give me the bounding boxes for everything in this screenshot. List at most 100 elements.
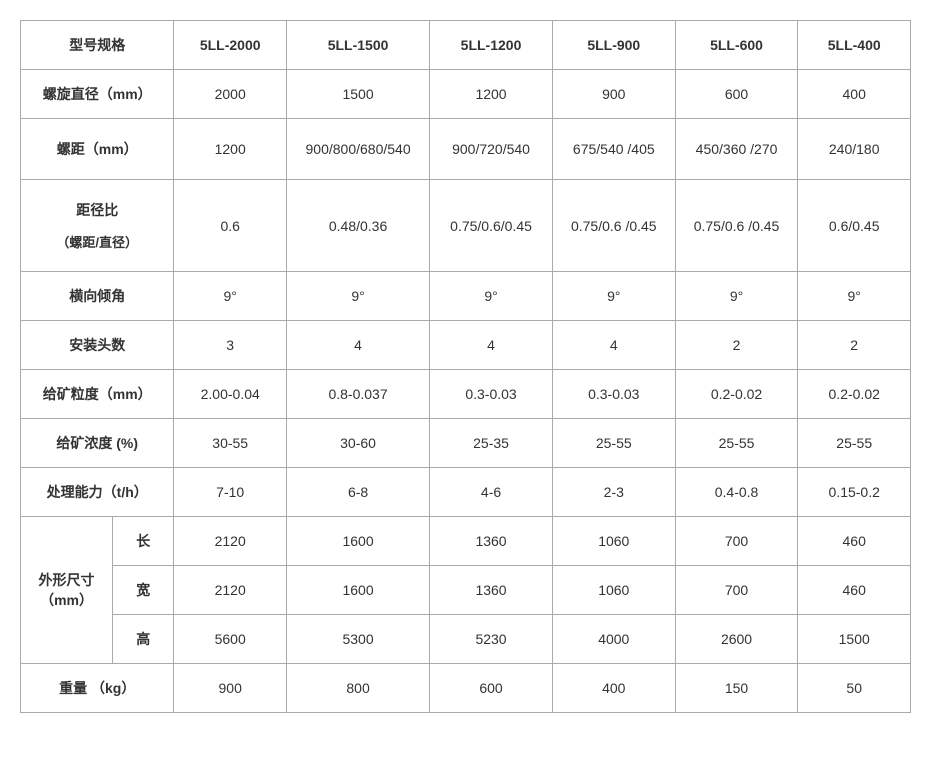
cell: 0.6/0.45 (798, 180, 911, 272)
row-label-sub: （螺距/直径） (25, 232, 169, 251)
cell: 25-35 (430, 419, 553, 468)
cell: 9° (675, 272, 798, 321)
cell: 2000 (174, 70, 287, 119)
cell: 460 (798, 566, 911, 615)
cell: 0.75/0.6 /0.45 (675, 180, 798, 272)
cell: 30-60 (286, 419, 429, 468)
cell: 700 (675, 517, 798, 566)
dimension-sub-label: 宽 (113, 566, 174, 615)
cell: 0.8-0.037 (286, 370, 429, 419)
header-col-4: 5LL-900 (552, 21, 675, 70)
cell: 0.75/0.6 /0.45 (552, 180, 675, 272)
cell: 4 (552, 321, 675, 370)
cell: 675/540 /405 (552, 119, 675, 180)
cell: 25-55 (552, 419, 675, 468)
cell: 460 (798, 517, 911, 566)
cell: 9° (174, 272, 287, 321)
table-row: 距径比 （螺距/直径） 0.6 0.48/0.36 0.75/0.6/0.45 … (21, 180, 911, 272)
header-col-6: 5LL-400 (798, 21, 911, 70)
cell: 30-55 (174, 419, 287, 468)
cell: 400 (552, 664, 675, 713)
cell: 400 (798, 70, 911, 119)
dimension-main-label: 外形尺寸（mm） (21, 517, 113, 664)
table-row: 安装头数 3 4 4 4 2 2 (21, 321, 911, 370)
row-label: 横向倾角 (21, 272, 174, 321)
cell: 2120 (174, 517, 287, 566)
cell: 240/180 (798, 119, 911, 180)
table-row: 宽 2120 1600 1360 1060 700 460 (21, 566, 911, 615)
row-label: 处理能力（t/h） (21, 468, 174, 517)
cell: 4 (286, 321, 429, 370)
row-label: 给矿粒度（mm） (21, 370, 174, 419)
cell: 900/800/680/540 (286, 119, 429, 180)
row-label: 重量 （kg） (21, 664, 174, 713)
cell: 1200 (430, 70, 553, 119)
cell: 2600 (675, 615, 798, 664)
cell: 600 (675, 70, 798, 119)
cell: 2 (675, 321, 798, 370)
cell: 900/720/540 (430, 119, 553, 180)
table-row: 外形尺寸（mm） 长 2120 1600 1360 1060 700 460 (21, 517, 911, 566)
cell: 0.6 (174, 180, 287, 272)
table-row: 处理能力（t/h） 7-10 6-8 4-6 2-3 0.4-0.8 0.15-… (21, 468, 911, 517)
dimension-sub-label: 长 (113, 517, 174, 566)
cell: 1060 (552, 566, 675, 615)
cell: 1360 (430, 566, 553, 615)
cell: 5300 (286, 615, 429, 664)
cell: 1360 (430, 517, 553, 566)
cell: 2-3 (552, 468, 675, 517)
table-row: 重量 （kg） 900 800 600 400 150 50 (21, 664, 911, 713)
header-col-3: 5LL-1200 (430, 21, 553, 70)
cell: 2.00-0.04 (174, 370, 287, 419)
cell: 450/360 /270 (675, 119, 798, 180)
header-col-5: 5LL-600 (675, 21, 798, 70)
cell: 600 (430, 664, 553, 713)
spec-table: 型号规格 5LL-2000 5LL-1500 5LL-1200 5LL-900 … (20, 20, 911, 713)
cell: 3 (174, 321, 287, 370)
cell: 1500 (286, 70, 429, 119)
cell: 9° (798, 272, 911, 321)
row-label-main: 距径比 (25, 200, 169, 220)
cell: 1200 (174, 119, 287, 180)
header-col-2: 5LL-1500 (286, 21, 429, 70)
row-label: 给矿浓度 (%) (21, 419, 174, 468)
header-col-1: 5LL-2000 (174, 21, 287, 70)
cell: 0.4-0.8 (675, 468, 798, 517)
dimension-sub-label: 高 (113, 615, 174, 664)
header-label: 型号规格 (21, 21, 174, 70)
cell: 900 (552, 70, 675, 119)
cell: 50 (798, 664, 911, 713)
cell: 0.2-0.02 (675, 370, 798, 419)
cell: 700 (675, 566, 798, 615)
cell: 0.75/0.6/0.45 (430, 180, 553, 272)
cell: 4000 (552, 615, 675, 664)
cell: 0.48/0.36 (286, 180, 429, 272)
row-label: 安装头数 (21, 321, 174, 370)
cell: 25-55 (798, 419, 911, 468)
row-label: 螺距（mm） (21, 119, 174, 180)
cell: 7-10 (174, 468, 287, 517)
table-body: 螺旋直径（mm） 2000 1500 1200 900 600 400 螺距（m… (21, 70, 911, 713)
cell: 2120 (174, 566, 287, 615)
row-label: 螺旋直径（mm） (21, 70, 174, 119)
cell: 9° (286, 272, 429, 321)
table-row: 横向倾角 9° 9° 9° 9° 9° 9° (21, 272, 911, 321)
table-row: 给矿浓度 (%) 30-55 30-60 25-35 25-55 25-55 2… (21, 419, 911, 468)
cell: 9° (430, 272, 553, 321)
cell: 9° (552, 272, 675, 321)
cell: 150 (675, 664, 798, 713)
row-label: 距径比 （螺距/直径） (21, 180, 174, 272)
table-row: 螺旋直径（mm） 2000 1500 1200 900 600 400 (21, 70, 911, 119)
cell: 0.15-0.2 (798, 468, 911, 517)
cell: 5230 (430, 615, 553, 664)
cell: 900 (174, 664, 287, 713)
cell: 0.3-0.03 (552, 370, 675, 419)
cell: 2 (798, 321, 911, 370)
cell: 4 (430, 321, 553, 370)
cell: 1500 (798, 615, 911, 664)
cell: 0.2-0.02 (798, 370, 911, 419)
header-row: 型号规格 5LL-2000 5LL-1500 5LL-1200 5LL-900 … (21, 21, 911, 70)
table-row: 螺距（mm） 1200 900/800/680/540 900/720/540 … (21, 119, 911, 180)
cell: 25-55 (675, 419, 798, 468)
table-row: 给矿粒度（mm） 2.00-0.04 0.8-0.037 0.3-0.03 0.… (21, 370, 911, 419)
